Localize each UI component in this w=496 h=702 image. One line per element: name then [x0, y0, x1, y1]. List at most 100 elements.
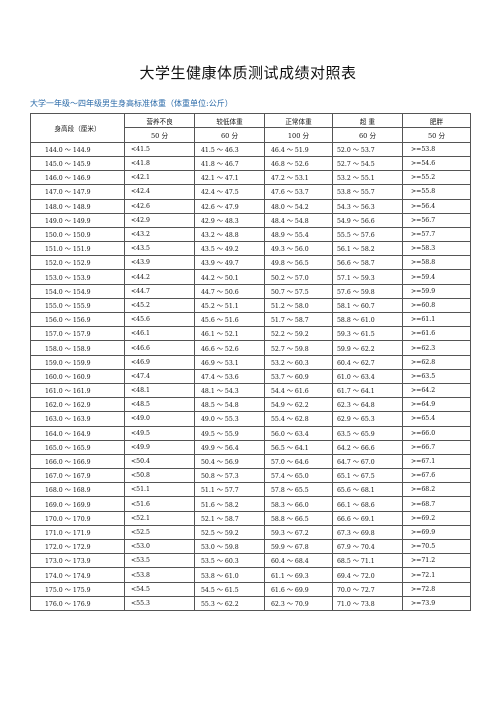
- weight-range-cell: >=56.7: [402, 212, 471, 228]
- weight-range-cell: 53.2 ～ 60.3: [264, 354, 333, 370]
- table-row: 169.0 ～ 169.9 <51.6 51.6 ～ 58.2 58.3 ～ 66.0…: [30, 496, 471, 512]
- weight-range-cell: 64.2 ～ 66.6: [332, 439, 403, 455]
- weight-range-cell: 49.0 ～ 55.3: [194, 411, 265, 427]
- weight-range-cell: 49.3 ～ 56.0: [264, 241, 333, 257]
- table-row: 166.0 ～ 166.9 <50.4 50.4 ～ 56.9 57.0 ～ 64.6…: [30, 453, 471, 470]
- weight-range-cell: 67.3 ～ 69.8: [332, 524, 403, 541]
- table-row: 174.0 ～ 174.9 <53.8 53.8 ～ 61.0 61.1 ～ 69.3…: [30, 567, 471, 583]
- weight-range-cell: <45.6: [124, 312, 195, 328]
- weight-range-cell: 53.7 ～ 60.9: [264, 368, 333, 384]
- weight-range-cell: 55.3 ～ 62.2: [194, 595, 265, 611]
- table-row: 156.0 ～ 156.9 <45.6 45.6 ～ 51.6 51.7 ～ 58.7…: [30, 312, 471, 328]
- weight-range-cell: 55.5 ～ 57.6: [332, 226, 403, 243]
- weight-range-cell: >=70.5: [402, 539, 471, 555]
- table-row: 163.0 ～ 163.9 <49.0 49.0 ～ 55.3 55.4 ～ 62.8…: [30, 411, 471, 427]
- weight-range-cell: 54.9 ～ 56.6: [332, 212, 403, 228]
- height-range-cell: 165.0 ～ 165.9: [30, 439, 125, 455]
- table-header: 身高段（厘米） 营养不良 较低体重 正常体重 超 重 肥胖 50 分 60 分 …: [30, 112, 471, 143]
- weight-range-cell: 52.5 ～ 59.2: [194, 524, 265, 541]
- weight-range-cell: >=64.2: [402, 382, 471, 399]
- weight-range-cell: 46.8 ～ 52.6: [264, 155, 333, 172]
- height-range-cell: 146.0 ～ 146.9: [30, 170, 125, 186]
- weight-range-cell: >=62.8: [402, 354, 471, 370]
- weight-range-cell: <50.8: [124, 468, 195, 484]
- weight-range-cell: 59.9 ～ 62.2: [332, 340, 403, 356]
- weight-range-cell: 45.2 ～ 51.1: [194, 297, 265, 314]
- weight-range-cell: >=69.2: [402, 510, 471, 526]
- weight-range-cell: 47.6 ～ 53.7: [264, 184, 333, 200]
- weight-range-cell: <53.0: [124, 539, 195, 555]
- weight-range-cell: 48.5 ～ 54.8: [194, 397, 265, 413]
- header-category: 较低体重: [194, 112, 265, 129]
- weight-range-cell: <46.1: [124, 326, 195, 342]
- weight-range-cell: 58.3 ～ 66.0: [264, 496, 333, 512]
- weight-range-cell: >=62.3: [402, 340, 471, 356]
- weight-range-cell: >=72.1: [402, 567, 471, 583]
- weight-range-cell: 48.0 ～ 54.2: [264, 198, 333, 214]
- height-range-cell: 169.0 ～ 169.9: [30, 496, 125, 512]
- weight-range-cell: >=64.9: [402, 397, 471, 413]
- weight-range-cell: >=60.8: [402, 297, 471, 314]
- weight-range-cell: 52.2 ～ 59.2: [264, 326, 333, 342]
- weight-range-cell: >=59.4: [402, 269, 471, 285]
- weight-range-cell: 43.2 ～ 48.8: [194, 226, 265, 243]
- weight-range-cell: >=69.9: [402, 524, 471, 541]
- weight-range-cell: 70.0 ～ 72.7: [332, 581, 403, 597]
- height-range-cell: 150.0 ～ 150.9: [30, 226, 125, 243]
- weight-range-cell: <42.9: [124, 212, 195, 228]
- height-range-cell: 160.0 ～ 160.9: [30, 368, 125, 384]
- table-row: 161.0 ～ 161.9 <48.1 48.1 ～ 54.3 54.4 ～ 61.6…: [30, 382, 471, 399]
- weight-range-cell: 52.7 ～ 54.5: [332, 155, 403, 172]
- weight-range-cell: 59.3 ～ 67.2: [264, 524, 333, 541]
- weight-range-cell: <49.5: [124, 425, 195, 441]
- header-category: 正常体重: [264, 112, 333, 129]
- weight-range-cell: >=53.8: [402, 141, 471, 157]
- weight-range-cell: 43.9 ～ 49.7: [194, 255, 265, 271]
- weight-range-cell: 51.1 ～ 57.7: [194, 482, 265, 498]
- table-row: 160.0 ～ 160.9 <47.4 47.4 ～ 53.6 53.7 ～ 60.9…: [30, 368, 471, 384]
- weight-range-cell: 52.1 ～ 58.7: [194, 510, 265, 526]
- weight-range-cell: <51.1: [124, 482, 195, 498]
- weight-range-cell: >=67.1: [402, 453, 471, 470]
- weight-range-cell: 53.8 ～ 61.0: [194, 567, 265, 583]
- weight-range-cell: >=57.7: [402, 226, 471, 243]
- weight-range-cell: <51.6: [124, 496, 195, 512]
- weight-range-cell: 43.5 ～ 49.2: [194, 241, 265, 257]
- header-category: 超 重: [332, 112, 403, 129]
- weight-range-cell: 50.8 ～ 57.3: [194, 468, 265, 484]
- weight-range-cell: 54.9 ～ 62.2: [264, 397, 333, 413]
- weight-range-cell: <43.2: [124, 226, 195, 243]
- weight-range-cell: 66.1 ～ 68.6: [332, 496, 403, 512]
- weight-range-cell: 61.6 ～ 69.9: [264, 581, 333, 597]
- table-row: 168.0 ～ 168.9 <51.1 51.1 ～ 57.7 57.8 ～ 65.5…: [30, 482, 471, 498]
- weight-range-cell: 56.5 ～ 64.1: [264, 439, 333, 455]
- weight-range-cell: 49.5 ～ 55.9: [194, 425, 265, 441]
- weight-range-cell: >=65.4: [402, 411, 471, 427]
- weight-range-cell: <44.2: [124, 269, 195, 285]
- height-range-cell: 171.0 ～ 171.9: [30, 524, 125, 541]
- weight-range-cell: 59.3 ～ 61.5: [332, 326, 403, 342]
- weight-range-cell: <49.9: [124, 439, 195, 455]
- weight-range-cell: 66.6 ～ 69.1: [332, 510, 403, 526]
- weight-range-cell: 61.0 ～ 63.4: [332, 368, 403, 384]
- weight-range-cell: 49.8 ～ 56.5: [264, 255, 333, 271]
- height-range-cell: 161.0 ～ 161.9: [30, 382, 125, 399]
- table-row: 144.0 ～ 144.9 <41.5 41.5 ～ 46.3 46.4 ～ 51.9…: [30, 141, 471, 157]
- table-row: 146.0 ～ 146.9 <42.1 42.1 ～ 47.1 47.2 ～ 53.1…: [30, 170, 471, 186]
- weight-range-cell: 54.5 ～ 61.5: [194, 581, 265, 597]
- weight-range-cell: <41.8: [124, 155, 195, 172]
- weight-range-cell: 42.6 ～ 47.9: [194, 198, 265, 214]
- header-category: 肥胖: [402, 112, 471, 129]
- weight-range-cell: <53.5: [124, 553, 195, 569]
- height-range-cell: 153.0 ～ 153.9: [30, 269, 125, 285]
- table-row: 155.0 ～ 155.9 <45.2 45.2 ～ 51.1 51.2 ～ 58.0…: [30, 297, 471, 314]
- height-range-cell: 168.0 ～ 168.9: [30, 482, 125, 498]
- height-range-cell: 157.0 ～ 157.9: [30, 326, 125, 342]
- weight-range-cell: >=61.6: [402, 326, 471, 342]
- table-row: 149.0 ～ 149.9 <42.9 42.9 ～ 48.3 48.4 ～ 54.8…: [30, 212, 471, 228]
- table-row: 173.0 ～ 173.9 <53.5 53.5 ～ 60.3 60.4 ～ 68.4…: [30, 553, 471, 569]
- weight-range-cell: 58.1 ～ 60.7: [332, 297, 403, 314]
- height-range-cell: 147.0 ～ 147.9: [30, 184, 125, 200]
- weight-range-cell: 46.4 ～ 51.9: [264, 141, 333, 157]
- weight-range-cell: <52.1: [124, 510, 195, 526]
